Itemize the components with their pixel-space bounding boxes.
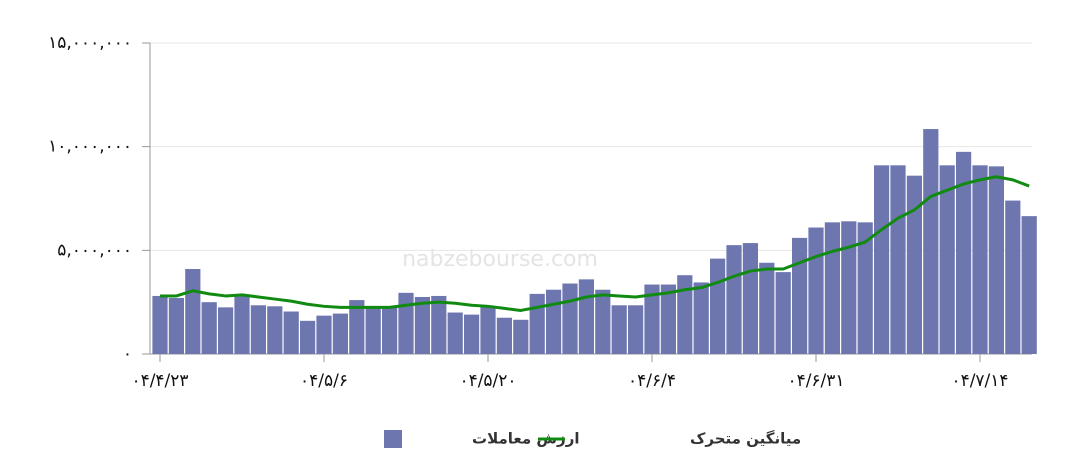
bar <box>185 268 201 354</box>
bar <box>398 292 414 354</box>
y-tick-label: ۵,۰۰۰,۰۰۰ <box>57 240 132 260</box>
bar <box>464 314 480 354</box>
bar <box>742 243 758 354</box>
bar <box>480 306 496 354</box>
bar <box>250 305 266 354</box>
bar <box>808 227 824 354</box>
x-tick-label: ۰۴/۵/۲۰ <box>459 371 516 391</box>
bar <box>644 284 660 354</box>
bar <box>234 294 250 354</box>
watermark: nabzebourse.com <box>402 247 598 272</box>
bar <box>447 312 463 354</box>
bar <box>906 175 922 354</box>
bar <box>218 307 234 354</box>
x-tick-label: ۰۴/۵/۶ <box>300 371 348 391</box>
bar <box>775 272 791 354</box>
bar <box>988 166 1004 354</box>
bar <box>382 307 398 354</box>
bar <box>693 282 709 354</box>
bar <box>578 279 594 354</box>
bar <box>1005 200 1021 354</box>
bar <box>513 319 529 354</box>
bar <box>414 296 430 354</box>
bar <box>316 315 332 354</box>
bar <box>841 221 857 354</box>
x-tick-label: ۰۴/۴/۲۳ <box>131 371 188 391</box>
bar <box>152 295 168 354</box>
bar <box>677 275 693 354</box>
bar <box>660 284 676 354</box>
bar <box>168 298 184 354</box>
legend-marker <box>384 430 402 448</box>
bar <box>939 165 955 354</box>
bar <box>726 245 742 354</box>
bar <box>890 165 906 354</box>
bar <box>562 283 578 354</box>
y-tick-label: ۱۵,۰۰۰,۰۰۰ <box>48 33 132 53</box>
bar <box>628 305 644 354</box>
y-tick-label: ۰ <box>123 344 132 364</box>
bar <box>201 302 217 354</box>
bar <box>874 165 890 354</box>
bar <box>710 258 726 354</box>
bar <box>431 295 447 354</box>
bar <box>300 320 316 354</box>
line <box>160 175 1030 312</box>
bar <box>1021 216 1037 354</box>
bar <box>349 300 365 354</box>
bar <box>546 289 562 354</box>
bar <box>824 222 840 354</box>
legend-label: ارزش معاملات <box>472 430 579 448</box>
bar <box>792 237 808 354</box>
bar <box>365 307 381 354</box>
bar <box>496 317 512 354</box>
x-tick-label: ۰۴/۶/۴ <box>628 371 676 391</box>
y-tick-label: ۱۰,۰۰۰,۰۰۰ <box>48 137 132 157</box>
bar <box>857 222 873 354</box>
bar <box>283 311 299 354</box>
bar <box>956 151 972 354</box>
x-tick-label: ۰۴/۷/۱۴ <box>951 371 1008 391</box>
legend-label: میانگین متحرک <box>690 430 801 448</box>
bar <box>332 313 348 354</box>
bar <box>611 305 627 354</box>
bar <box>923 129 939 354</box>
bar <box>529 293 545 354</box>
bar <box>759 262 775 354</box>
x-tick-label: ۰۴/۶/۳۱ <box>787 371 844 391</box>
bar <box>972 165 988 354</box>
bar <box>267 306 283 354</box>
legend: ارزش معاملات میانگین متحرک <box>384 430 801 448</box>
bar <box>595 289 611 354</box>
